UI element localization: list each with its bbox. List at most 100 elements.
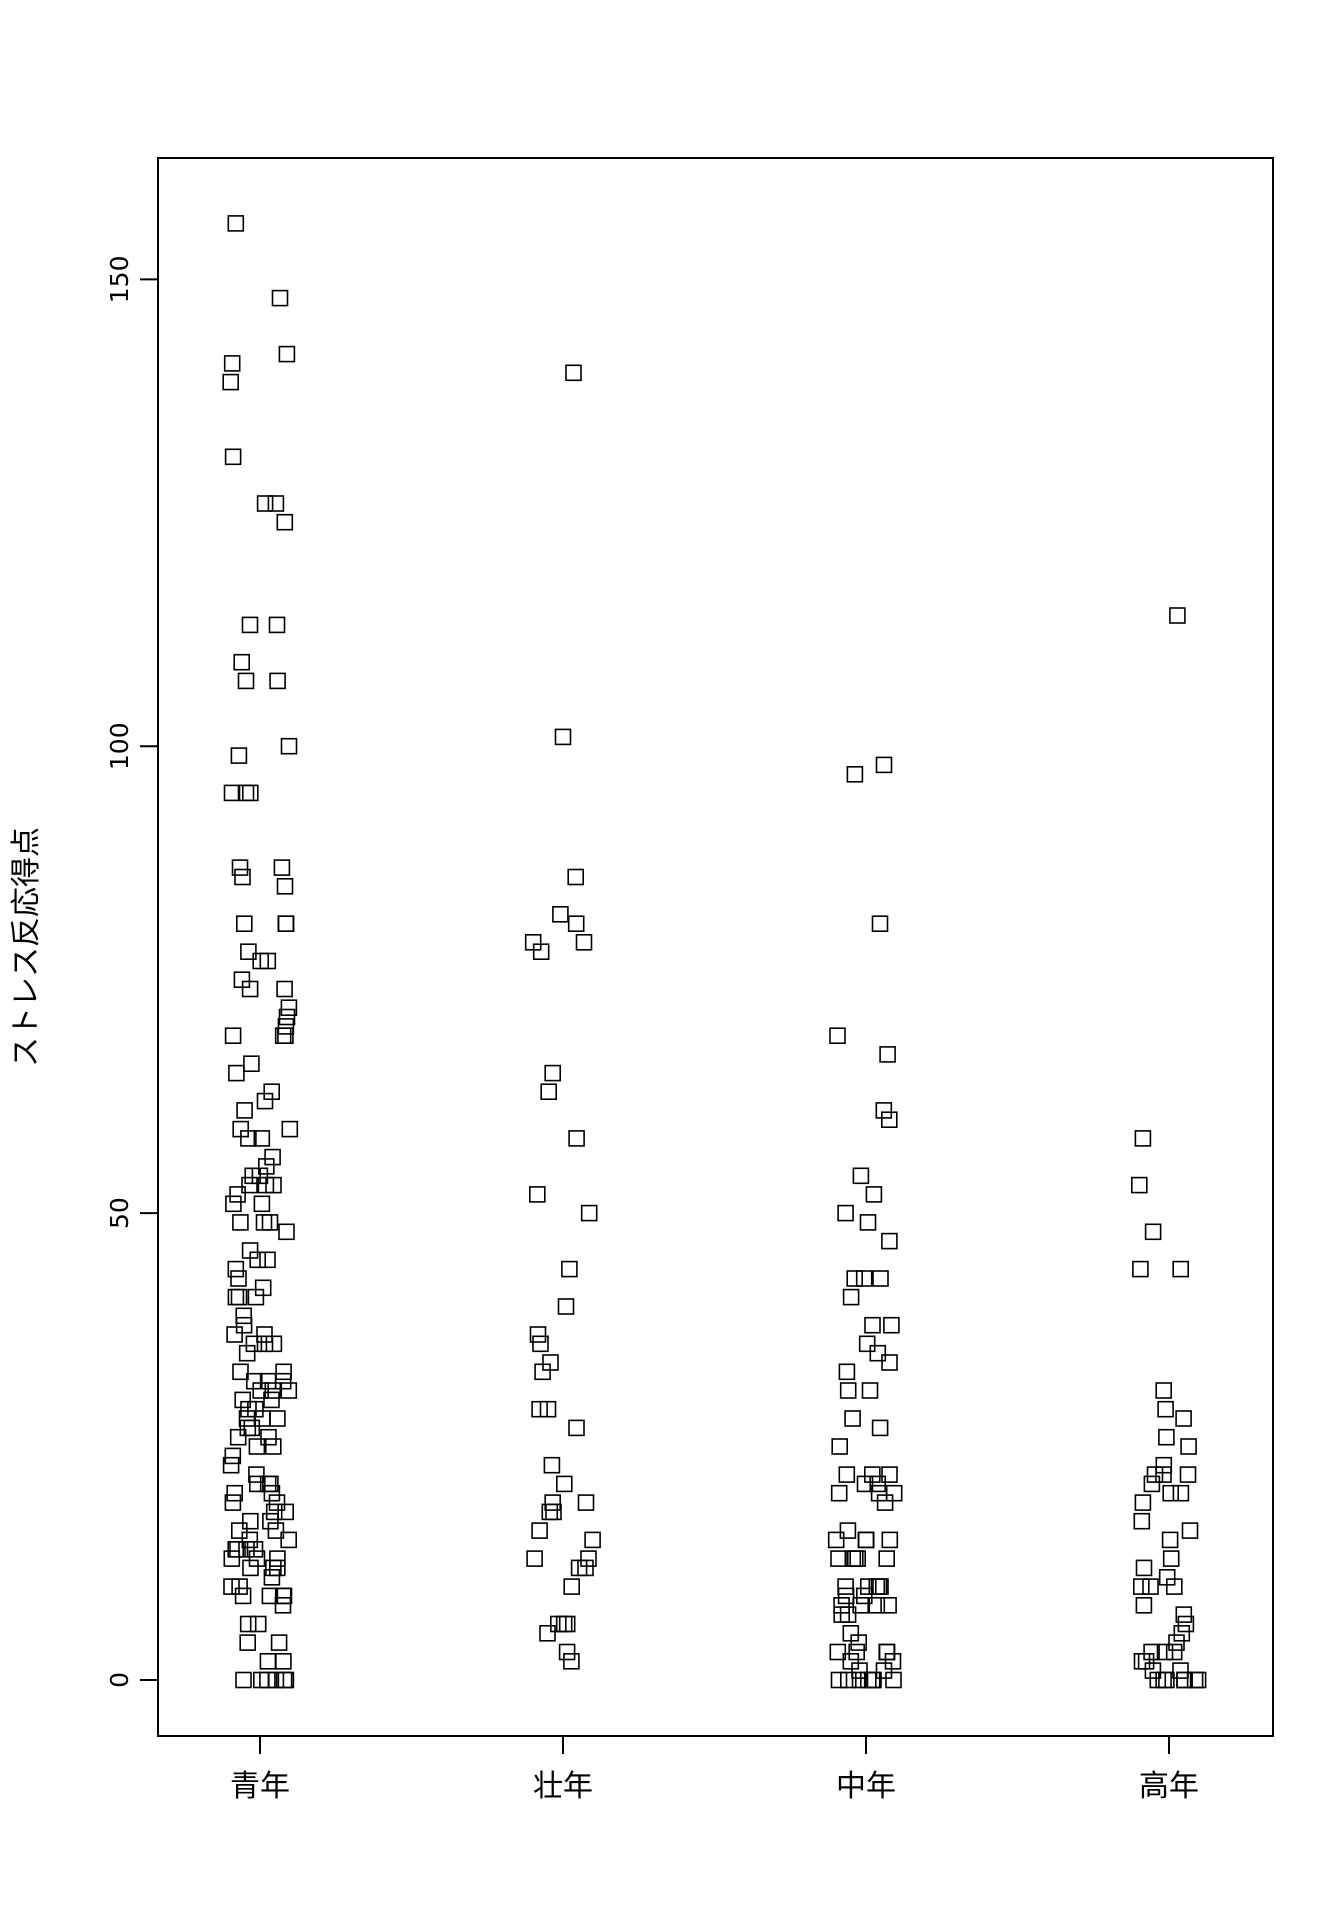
- data-point: [227, 1260, 245, 1278]
- data-point: [222, 1456, 240, 1474]
- data-point: [568, 1130, 585, 1147]
- data-point: [1158, 1671, 1175, 1689]
- data-point: [247, 1288, 265, 1306]
- data-point: [1149, 1671, 1167, 1689]
- data-point: [268, 616, 286, 634]
- data-point: [883, 1316, 900, 1334]
- data-point: [236, 1102, 253, 1119]
- data-point: [580, 1204, 598, 1222]
- data-point: [526, 1550, 543, 1567]
- data-point: [871, 915, 889, 933]
- data-point: [223, 355, 241, 372]
- data-point: [540, 1083, 558, 1100]
- data-point: [1173, 1625, 1191, 1642]
- data-point: [230, 1288, 248, 1306]
- data-point: [580, 1550, 597, 1567]
- data-point: [1133, 1578, 1150, 1595]
- data-point: [278, 1008, 296, 1026]
- data-point: [1175, 1410, 1192, 1427]
- data-point: [552, 905, 569, 923]
- data-point: [878, 1550, 896, 1567]
- data-point: [859, 1214, 877, 1231]
- data-point: [549, 1615, 567, 1633]
- data-point: [235, 1316, 253, 1334]
- data-point: [1166, 1578, 1183, 1595]
- data-point: [268, 1559, 286, 1577]
- data-point: [248, 1550, 266, 1567]
- data-point: [274, 1027, 292, 1044]
- data-point: [276, 980, 293, 998]
- data-point: [233, 653, 250, 671]
- data-point: [878, 1643, 896, 1661]
- data-point: [238, 1410, 256, 1427]
- y-axis: 0 50 100 150: [105, 256, 159, 1688]
- data-point: [1134, 1494, 1152, 1511]
- data-point: [246, 1541, 264, 1558]
- data-point: [565, 364, 582, 382]
- data-point: [241, 980, 259, 998]
- data-point: [275, 1653, 292, 1670]
- data-point: [248, 1466, 265, 1483]
- data-point: [269, 1550, 286, 1567]
- data-point: [253, 1130, 271, 1147]
- data-point: [859, 1578, 877, 1595]
- data-point: [259, 1671, 276, 1689]
- data-point: [881, 1354, 898, 1371]
- data-point: [870, 1578, 888, 1595]
- data-point: [263, 1391, 280, 1409]
- data-point: [568, 1419, 585, 1437]
- data-point: [226, 1484, 243, 1502]
- data-point: [253, 1671, 270, 1689]
- data-point: [231, 859, 249, 876]
- data-point: [264, 1438, 282, 1455]
- data-point: [851, 1671, 869, 1689]
- data-points: [222, 215, 1207, 1689]
- data-point: [869, 1344, 887, 1362]
- data-point: [269, 1410, 286, 1427]
- data-point: [235, 1307, 252, 1325]
- data-point: [273, 859, 291, 876]
- data-point: [539, 1400, 557, 1418]
- data-point: [238, 1541, 255, 1558]
- y-axis-label: ストレス反応得点: [9, 827, 44, 1067]
- data-point: [281, 1120, 299, 1138]
- data-point: [280, 999, 298, 1017]
- data-point: [545, 1503, 562, 1521]
- data-point: [881, 1232, 898, 1250]
- data-point: [227, 1288, 245, 1306]
- data-point: [239, 1419, 257, 1437]
- data-point: [532, 943, 550, 961]
- data-point: [878, 1643, 896, 1661]
- data-point: [557, 1298, 575, 1315]
- data-point: [264, 1148, 281, 1166]
- data-point: [833, 1597, 850, 1614]
- data-point: [861, 1382, 879, 1399]
- data-point: [280, 1382, 298, 1399]
- data-point: [260, 1428, 277, 1446]
- data-point: [544, 1064, 562, 1082]
- data-point: [1175, 1606, 1193, 1623]
- data-point: [529, 1326, 547, 1343]
- data-point: [265, 1335, 283, 1353]
- category-label: 中年: [836, 1769, 896, 1804]
- data-point: [232, 1214, 249, 1231]
- data-point: [225, 1195, 242, 1213]
- data-point: [265, 1503, 283, 1521]
- data-point: [1132, 1260, 1149, 1278]
- data-point: [222, 373, 239, 391]
- data-point: [1146, 1466, 1164, 1483]
- data-point: [248, 1438, 266, 1455]
- data-point: [539, 1625, 556, 1642]
- data-point: [534, 1363, 551, 1381]
- data-point: [269, 672, 286, 690]
- data-point: [1162, 1484, 1179, 1502]
- data-point: [277, 1018, 295, 1035]
- data-point: [229, 1186, 246, 1203]
- data-point: [829, 1643, 847, 1661]
- data-point: [555, 1475, 573, 1493]
- data-point: [249, 1251, 266, 1269]
- data-point: [256, 495, 274, 512]
- data-point: [1156, 1643, 1174, 1661]
- data-point: [236, 915, 253, 933]
- data-point: [267, 1522, 285, 1539]
